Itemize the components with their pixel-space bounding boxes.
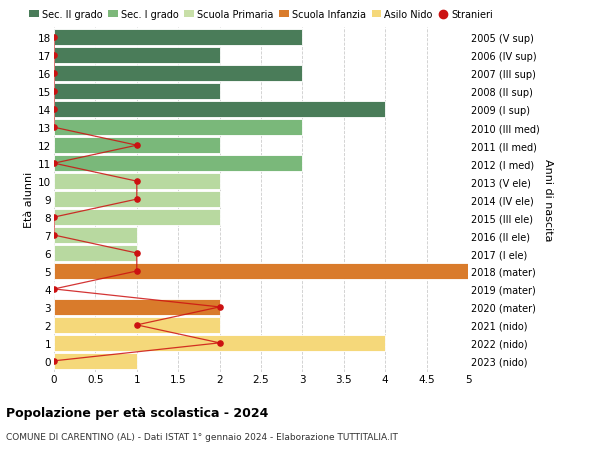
Bar [54, 30, 302, 46]
Point [49, 71, 59, 78]
Bar [54, 156, 302, 172]
Bar [54, 84, 220, 100]
Bar [54, 120, 302, 136]
Point [49, 34, 59, 42]
Bar [54, 102, 385, 118]
Bar [54, 263, 468, 279]
Text: Popolazione per età scolastica - 2024: Popolazione per età scolastica - 2024 [6, 406, 268, 419]
Bar [54, 210, 220, 225]
Point [49, 214, 59, 221]
Point [132, 268, 142, 275]
Point [49, 89, 59, 96]
Point [132, 321, 142, 329]
Y-axis label: Anni di nascita: Anni di nascita [544, 158, 553, 241]
Bar [54, 138, 220, 154]
Bar [54, 317, 220, 333]
Bar [54, 66, 302, 82]
Point [132, 178, 142, 185]
Bar [54, 174, 220, 190]
Bar [54, 246, 137, 261]
Point [215, 303, 224, 311]
Bar [54, 335, 385, 351]
Point [49, 160, 59, 168]
Legend: Sec. II grado, Sec. I grado, Scuola Primaria, Scuola Infanzia, Asilo Nido, Stran: Sec. II grado, Sec. I grado, Scuola Prim… [25, 6, 497, 24]
Bar [54, 48, 220, 64]
Point [49, 52, 59, 60]
Text: COMUNE DI CARENTINO (AL) - Dati ISTAT 1° gennaio 2024 - Elaborazione TUTTITALIA.: COMUNE DI CARENTINO (AL) - Dati ISTAT 1°… [6, 432, 398, 442]
Bar [54, 299, 220, 315]
Point [132, 142, 142, 150]
Point [49, 106, 59, 114]
Point [215, 340, 224, 347]
Point [49, 358, 59, 365]
Bar [54, 353, 137, 369]
Point [132, 250, 142, 257]
Bar [54, 192, 220, 207]
Bar [54, 228, 137, 243]
Point [49, 232, 59, 239]
Y-axis label: Età alunni: Età alunni [24, 172, 34, 228]
Point [49, 124, 59, 132]
Point [132, 196, 142, 203]
Point [49, 285, 59, 293]
